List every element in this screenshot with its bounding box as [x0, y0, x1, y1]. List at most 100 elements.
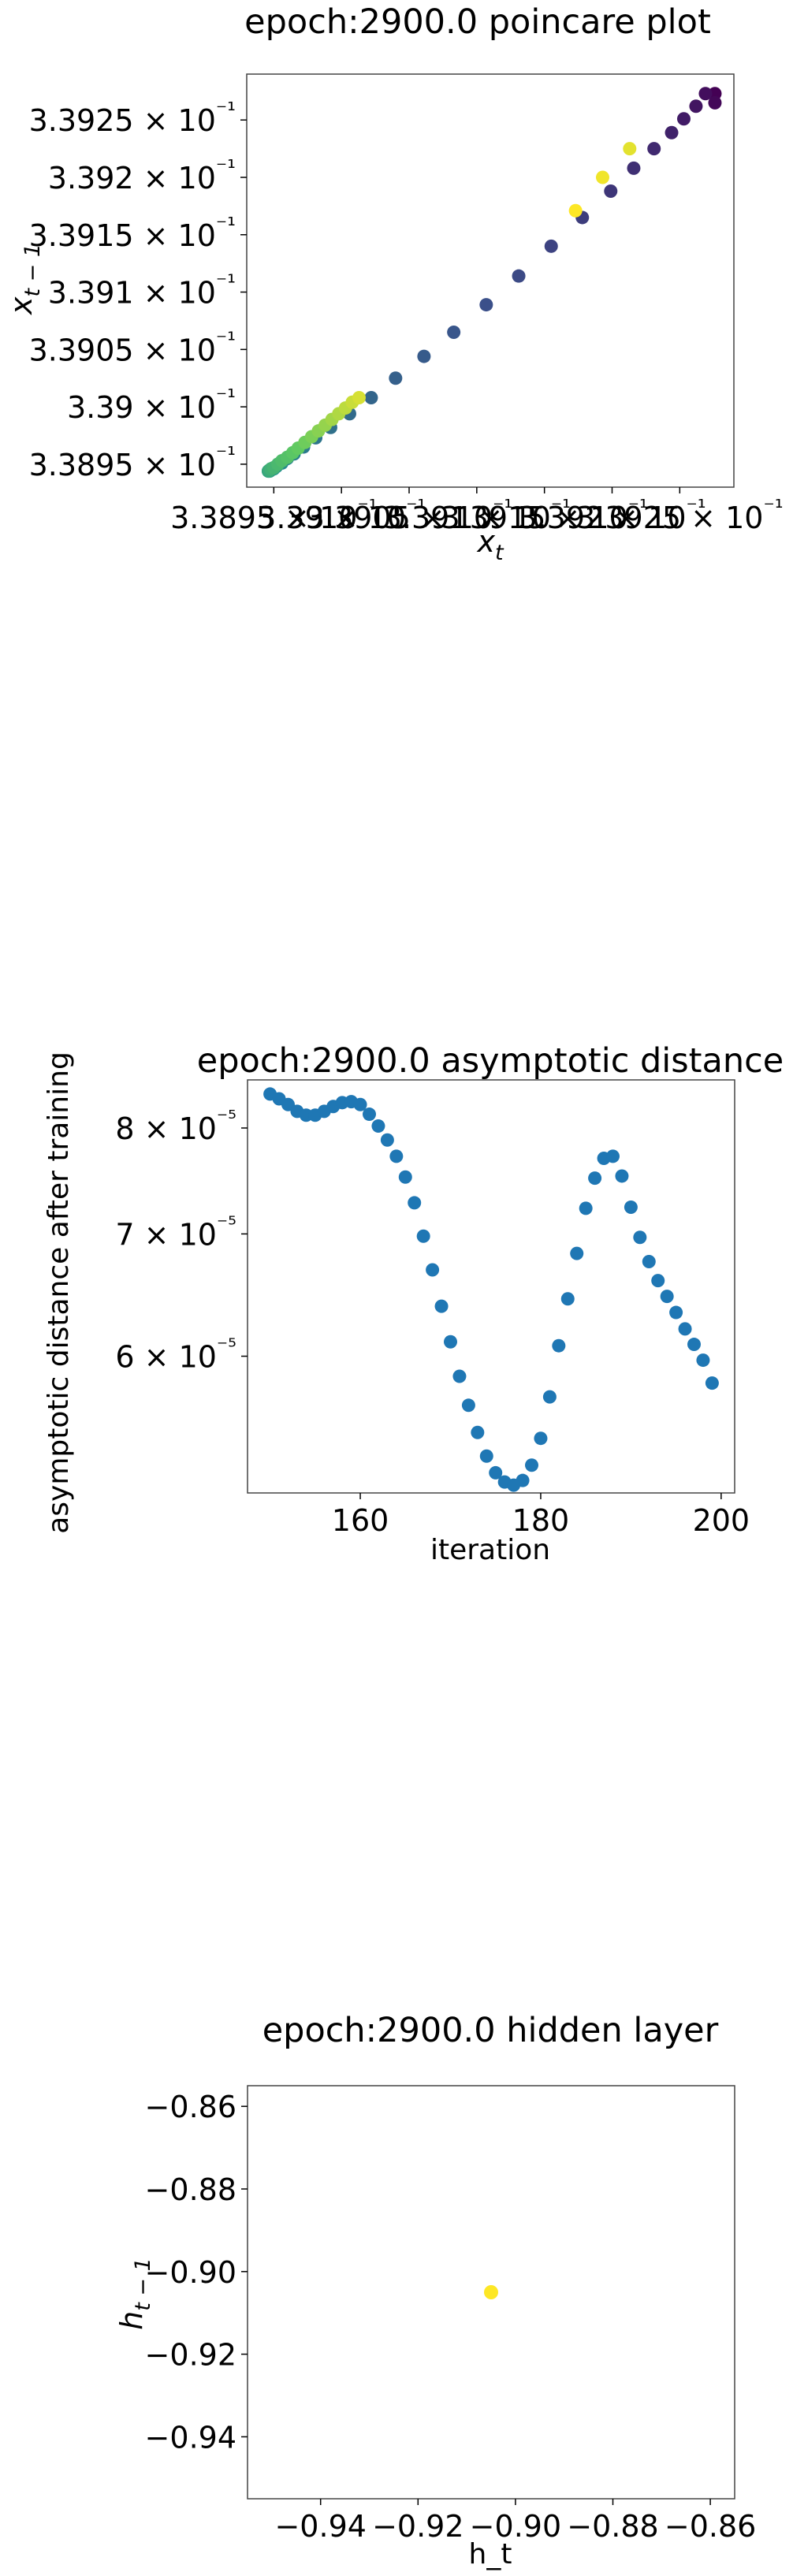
poincare-point — [708, 87, 722, 101]
asymptotic-point — [678, 1322, 692, 1336]
poincare-chart: epoch:2900.0 poincare plot 3.3895 × 10⁻¹… — [4, 2, 784, 565]
asymptotic-point — [687, 1338, 701, 1352]
hidden-layer-point — [484, 2285, 498, 2299]
poincare-title: epoch:2900.0 poincare plot — [244, 2, 711, 42]
poincare-x-tick-label: 3.391 × 10⁻¹ — [383, 496, 571, 535]
asymptotic-title: epoch:2900.0 asymptotic distance — [197, 1041, 784, 1081]
asymptotic-x-ticks: 160 180 200 — [332, 1493, 750, 1538]
poincare-point — [447, 326, 461, 339]
poincare-point — [647, 142, 661, 156]
asymptotic-point — [696, 1353, 710, 1368]
asymptotic-point — [705, 1376, 719, 1390]
poincare-y-ticks: 3.3895 × 10⁻¹ 3.39 × 10⁻¹ 3.3905 × 10⁻¹ 3.3… — [29, 99, 247, 482]
asymptotic-point — [416, 1229, 430, 1243]
poincare-y-tick-label: 3.3915 × 10⁻¹ — [29, 214, 236, 253]
poincare-y-tick-label: 3.39 × 10⁻¹ — [67, 385, 236, 425]
poincare-x-tick-label: 3.39 × 10⁻¹ — [257, 496, 426, 535]
asymptotic-point — [669, 1305, 683, 1320]
asymptotic-point — [552, 1338, 566, 1353]
poincare-point — [665, 125, 679, 140]
asymptotic-y-tick-label: 6 × 10⁻⁵ — [115, 1335, 236, 1375]
asymptotic-point — [516, 1473, 530, 1487]
asymptotic-point — [452, 1369, 467, 1383]
asymptotic-plot-area — [247, 1079, 735, 1494]
asymptotic-point — [624, 1200, 638, 1214]
asymptotic-x-tick-label: 180 — [512, 1503, 570, 1538]
poincare-x-tick-label: 3.3915 × 10⁻¹ — [441, 496, 647, 535]
asymptotic-point — [363, 1107, 376, 1122]
poincare-x-ticks: 3.3895 × 10⁻¹3.39 × 10⁻¹3.3905 × 10⁻¹3.3… — [170, 487, 784, 535]
hidden-layer-points — [484, 2285, 498, 2299]
hidden-layer-x-tick-label: −0.86 — [665, 2509, 756, 2544]
asymptotic-point — [615, 1169, 629, 1183]
asymptotic-point — [579, 1201, 593, 1215]
poincare-point — [623, 142, 637, 156]
hidden-layer-x-label: h_t — [469, 2538, 512, 2570]
asymptotic-point — [426, 1263, 440, 1277]
poincare-point — [568, 203, 583, 218]
hidden-layer-y-tick-label: −0.94 — [145, 2420, 236, 2455]
asymptotic-point — [542, 1390, 557, 1404]
hidden-layer-plot-area — [247, 2085, 735, 2500]
hidden-layer-y-tick-label: −0.88 — [145, 2172, 236, 2207]
asymptotic-x-tick-label: 160 — [332, 1503, 389, 1538]
asymptotic-point — [408, 1196, 422, 1210]
asymptotic-point — [353, 1097, 367, 1111]
asymptotic-y-tick-label: 8 × 10⁻⁵ — [115, 1107, 236, 1146]
hidden-layer-y-tick-label: −0.86 — [145, 2090, 236, 2124]
asymptotic-point — [479, 1449, 493, 1463]
asymptotic-point — [588, 1171, 602, 1186]
poincare-x-tick-label: 3.3895 × 10⁻¹ — [170, 496, 377, 535]
poincare-y-tick-label: 3.392 × 10⁻¹ — [48, 156, 236, 195]
asymptotic-point — [389, 1149, 404, 1163]
poincare-y-tick-label: 3.3925 × 10⁻¹ — [29, 99, 236, 138]
poincare-x-tick-label: 3.3905 × 10⁻¹ — [306, 496, 512, 535]
asymptotic-point — [461, 1398, 475, 1413]
poincare-x-tick-label: 3.392 × 10⁻¹ — [518, 496, 706, 535]
asymptotic-y-tick-label: 7 × 10⁻⁵ — [115, 1212, 236, 1252]
asymptotic-point — [489, 1465, 503, 1480]
asymptotic-point — [534, 1431, 548, 1446]
hidden-layer-y-tick-label: −0.92 — [145, 2338, 236, 2373]
asymptotic-point — [471, 1425, 485, 1439]
poincare-point — [595, 170, 609, 184]
hidden-layer-title: epoch:2900.0 hidden layer — [262, 2011, 719, 2050]
poincare-point — [676, 112, 691, 126]
poincare-point — [364, 390, 378, 404]
asymptotic-chart: epoch:2900.0 asymptotic distance 6 × 10⁻… — [43, 1041, 784, 1566]
poincare-point — [604, 184, 618, 198]
poincare-y-tick-label: 3.391 × 10⁻¹ — [48, 271, 236, 311]
asymptotic-point — [371, 1119, 385, 1133]
hidden-layer-x-tick-label: −0.88 — [567, 2509, 658, 2544]
asymptotic-point — [398, 1170, 412, 1184]
poincare-points — [261, 87, 722, 478]
poincare-point — [698, 87, 713, 101]
poincare-point — [352, 390, 366, 404]
poincare-point — [417, 349, 431, 363]
poincare-point — [389, 371, 403, 385]
hidden-layer-y-ticks: −0.94 −0.92 −0.90 −0.88 −0.86 — [145, 2090, 248, 2455]
asymptotic-point — [606, 1149, 620, 1163]
hidden-layer-x-tick-label: −0.94 — [274, 2509, 366, 2544]
poincare-plot-area — [246, 73, 735, 488]
asymptotic-point — [570, 1246, 584, 1260]
poincare-point — [708, 95, 722, 110]
poincare-y-tick-label: 3.3895 × 10⁻¹ — [29, 443, 236, 482]
asymptotic-point — [633, 1230, 647, 1245]
hidden-layer-x-ticks: −0.94 −0.92 −0.90 −0.88 −0.86 — [274, 2499, 756, 2544]
asymptotic-point — [380, 1133, 394, 1147]
hidden-layer-x-tick-label: −0.90 — [470, 2509, 561, 2544]
hidden-layer-x-tick-label: −0.92 — [372, 2509, 464, 2544]
poincare-point — [689, 99, 703, 114]
asymptotic-x-tick-label: 200 — [693, 1503, 750, 1538]
poincare-y-tick-label: 3.3905 × 10⁻¹ — [29, 328, 236, 367]
asymptotic-point — [660, 1290, 674, 1304]
poincare-point — [544, 239, 558, 253]
asymptotic-y-ticks: 6 × 10⁻⁵ 7 × 10⁻⁵ 8 × 10⁻⁵ — [115, 1107, 248, 1375]
poincare-point — [479, 298, 493, 312]
poincare-x-tick-label: 3.3925 × 10⁻¹ — [576, 496, 783, 535]
asymptotic-point — [444, 1335, 457, 1349]
asymptotic-points — [263, 1087, 719, 1492]
